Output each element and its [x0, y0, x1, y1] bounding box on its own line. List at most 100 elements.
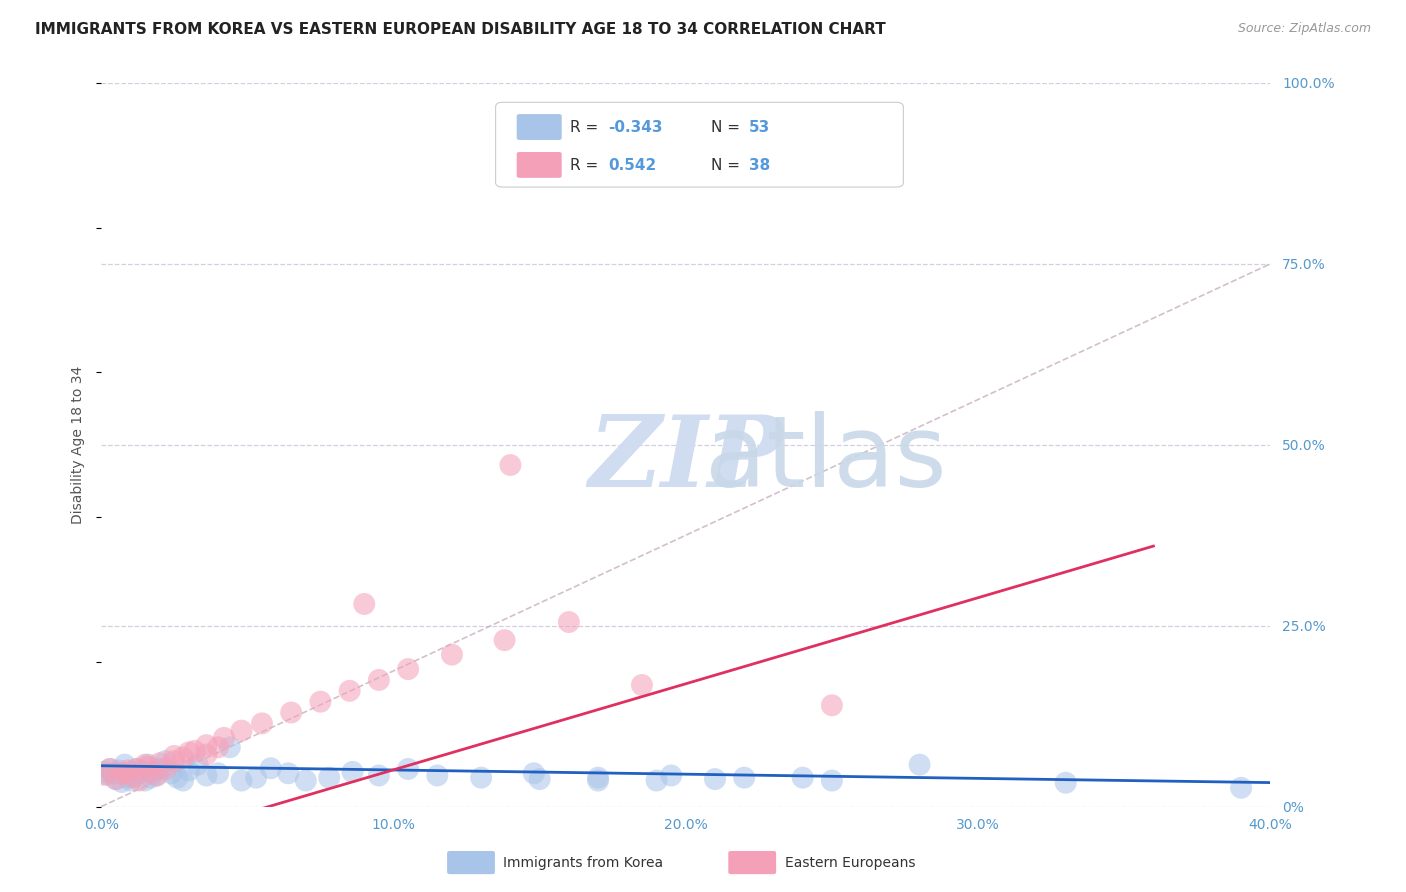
- Point: [1054, 775, 1077, 789]
- Point: [529, 772, 551, 786]
- Point: [212, 731, 235, 745]
- Point: [149, 756, 172, 771]
- Point: [111, 775, 134, 789]
- Point: [231, 773, 253, 788]
- Point: [207, 766, 229, 780]
- Point: [172, 750, 194, 764]
- Point: [125, 762, 148, 776]
- Point: [499, 458, 522, 472]
- Point: [250, 716, 273, 731]
- Point: [163, 748, 186, 763]
- Point: [104, 772, 127, 786]
- Point: [166, 771, 188, 785]
- Text: ZIP: ZIP: [588, 411, 783, 508]
- Point: [821, 773, 844, 788]
- Point: [98, 762, 121, 776]
- Point: [117, 764, 139, 778]
- Point: [120, 773, 142, 788]
- Text: Eastern Europeans: Eastern Europeans: [785, 855, 915, 870]
- Point: [821, 698, 844, 713]
- Point: [172, 773, 194, 788]
- Point: [318, 771, 340, 785]
- Point: [134, 773, 156, 788]
- Point: [396, 662, 419, 676]
- Text: IMMIGRANTS FROM KOREA VS EASTERN EUROPEAN DISABILITY AGE 18 TO 34 CORRELATION CH: IMMIGRANTS FROM KOREA VS EASTERN EUROPEA…: [35, 22, 886, 37]
- Point: [494, 633, 516, 648]
- Y-axis label: Disability Age 18 to 34: Disability Age 18 to 34: [72, 366, 86, 524]
- Point: [177, 745, 200, 759]
- Point: [114, 757, 136, 772]
- Point: [187, 757, 209, 772]
- Point: [659, 768, 682, 782]
- Point: [163, 754, 186, 768]
- Text: R =: R =: [571, 158, 603, 173]
- Point: [101, 766, 124, 780]
- Point: [339, 683, 361, 698]
- Point: [396, 762, 419, 776]
- Point: [245, 771, 267, 785]
- Point: [523, 766, 546, 780]
- Point: [160, 766, 183, 780]
- Point: [145, 768, 167, 782]
- Point: [149, 762, 172, 776]
- Text: -0.343: -0.343: [609, 120, 662, 135]
- Point: [117, 771, 139, 785]
- Point: [195, 738, 218, 752]
- Point: [367, 768, 389, 782]
- Point: [195, 747, 218, 762]
- Point: [155, 762, 177, 776]
- Point: [122, 769, 145, 783]
- Text: N =: N =: [710, 158, 745, 173]
- Point: [107, 764, 129, 778]
- Point: [426, 768, 449, 782]
- Point: [295, 773, 318, 788]
- Point: [260, 761, 283, 775]
- Point: [139, 764, 162, 779]
- Point: [111, 766, 134, 780]
- Point: [93, 764, 115, 779]
- Point: [309, 695, 332, 709]
- Point: [231, 723, 253, 738]
- Text: 0.542: 0.542: [609, 158, 657, 173]
- Point: [145, 768, 167, 782]
- Point: [440, 648, 463, 662]
- Point: [1230, 780, 1253, 795]
- Point: [470, 771, 492, 785]
- Point: [184, 744, 207, 758]
- Text: Immigrants from Korea: Immigrants from Korea: [503, 855, 664, 870]
- Point: [104, 772, 127, 786]
- Point: [125, 762, 148, 776]
- Point: [98, 762, 121, 776]
- Point: [93, 768, 115, 782]
- Point: [136, 760, 159, 774]
- Point: [134, 757, 156, 772]
- Point: [558, 615, 581, 629]
- Point: [277, 766, 299, 780]
- Text: R =: R =: [571, 120, 603, 135]
- Point: [128, 766, 150, 780]
- Point: [353, 597, 375, 611]
- Point: [195, 768, 218, 782]
- Point: [586, 773, 609, 788]
- Point: [136, 757, 159, 772]
- Point: [128, 773, 150, 788]
- Point: [367, 673, 389, 687]
- Point: [122, 771, 145, 785]
- Text: Source: ZipAtlas.com: Source: ZipAtlas.com: [1237, 22, 1371, 36]
- Point: [177, 764, 200, 778]
- Point: [155, 754, 177, 768]
- Point: [792, 771, 814, 785]
- Point: [908, 757, 931, 772]
- Point: [645, 773, 668, 788]
- Text: 53: 53: [748, 120, 770, 135]
- Point: [631, 678, 654, 692]
- Point: [139, 771, 162, 785]
- Point: [207, 740, 229, 755]
- Point: [131, 764, 153, 778]
- Point: [280, 706, 302, 720]
- Point: [114, 766, 136, 780]
- Point: [733, 771, 755, 785]
- Text: 38: 38: [748, 158, 770, 173]
- Text: N =: N =: [710, 120, 745, 135]
- Point: [586, 771, 609, 785]
